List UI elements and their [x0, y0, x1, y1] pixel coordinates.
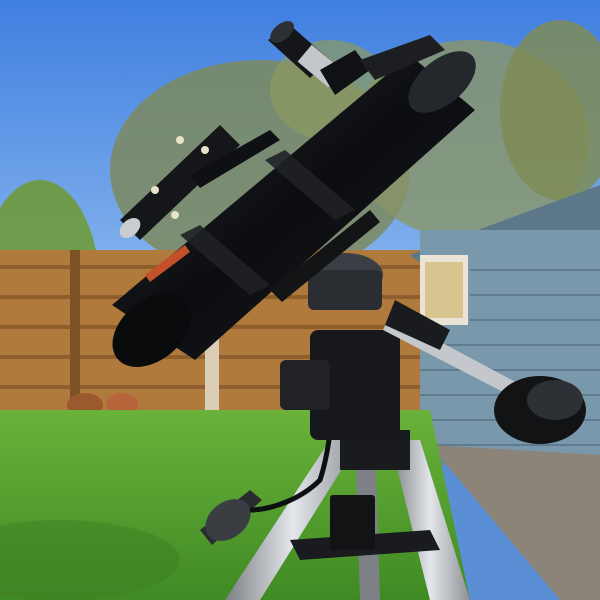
photo-scene	[0, 0, 600, 600]
telescope-garden-photo	[0, 0, 600, 600]
